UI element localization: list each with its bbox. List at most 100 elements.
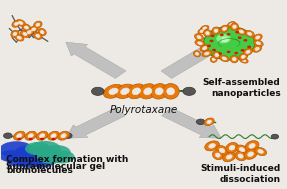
- Ellipse shape: [51, 134, 56, 138]
- Circle shape: [235, 31, 239, 33]
- Ellipse shape: [151, 84, 168, 99]
- Ellipse shape: [206, 32, 209, 35]
- Ellipse shape: [219, 148, 225, 153]
- Ellipse shape: [216, 146, 228, 155]
- Ellipse shape: [197, 36, 201, 39]
- Ellipse shape: [226, 143, 238, 153]
- Ellipse shape: [215, 153, 220, 157]
- Ellipse shape: [203, 27, 207, 29]
- Ellipse shape: [202, 50, 212, 57]
- Circle shape: [212, 49, 216, 51]
- Ellipse shape: [230, 23, 238, 30]
- FancyArrow shape: [161, 42, 221, 78]
- Circle shape: [17, 138, 21, 140]
- Ellipse shape: [29, 26, 38, 33]
- Ellipse shape: [223, 27, 226, 30]
- Ellipse shape: [232, 57, 236, 61]
- Ellipse shape: [242, 59, 246, 62]
- Ellipse shape: [36, 23, 40, 26]
- Ellipse shape: [245, 141, 259, 151]
- Ellipse shape: [255, 47, 259, 50]
- Ellipse shape: [239, 30, 243, 33]
- Ellipse shape: [244, 149, 257, 159]
- Ellipse shape: [40, 30, 44, 34]
- Circle shape: [203, 27, 255, 60]
- Ellipse shape: [121, 88, 129, 94]
- Ellipse shape: [203, 47, 207, 50]
- Ellipse shape: [24, 146, 57, 162]
- Circle shape: [183, 87, 195, 95]
- Ellipse shape: [254, 40, 263, 46]
- Text: Polyrotaxane: Polyrotaxane: [109, 105, 178, 115]
- Ellipse shape: [255, 147, 267, 156]
- Ellipse shape: [34, 32, 42, 40]
- Ellipse shape: [253, 34, 262, 41]
- Ellipse shape: [12, 20, 21, 27]
- Ellipse shape: [245, 30, 254, 37]
- Ellipse shape: [127, 84, 146, 99]
- Ellipse shape: [16, 20, 26, 26]
- Circle shape: [207, 45, 211, 47]
- Ellipse shape: [249, 143, 255, 148]
- Circle shape: [92, 87, 104, 95]
- Circle shape: [211, 35, 215, 37]
- Ellipse shape: [258, 149, 263, 153]
- Ellipse shape: [50, 150, 75, 163]
- Ellipse shape: [229, 145, 235, 150]
- Ellipse shape: [228, 22, 236, 27]
- Ellipse shape: [155, 88, 163, 95]
- Ellipse shape: [239, 148, 245, 152]
- FancyArrow shape: [162, 108, 221, 138]
- Ellipse shape: [61, 134, 66, 138]
- Ellipse shape: [144, 88, 152, 95]
- Ellipse shape: [195, 52, 199, 55]
- Ellipse shape: [6, 155, 29, 167]
- Circle shape: [271, 134, 279, 139]
- Circle shape: [226, 51, 230, 53]
- Ellipse shape: [115, 84, 135, 98]
- Ellipse shape: [14, 22, 18, 25]
- Ellipse shape: [13, 131, 25, 140]
- Ellipse shape: [213, 51, 221, 59]
- Ellipse shape: [201, 25, 209, 31]
- Ellipse shape: [207, 120, 212, 124]
- Ellipse shape: [21, 152, 46, 166]
- Ellipse shape: [205, 141, 219, 151]
- Circle shape: [29, 138, 33, 140]
- Ellipse shape: [215, 53, 219, 57]
- Ellipse shape: [233, 25, 236, 28]
- Ellipse shape: [30, 156, 54, 168]
- Ellipse shape: [38, 29, 46, 36]
- Ellipse shape: [25, 142, 51, 155]
- Ellipse shape: [246, 50, 250, 53]
- Ellipse shape: [23, 33, 27, 36]
- Text: Stimuli-induced
dissociation: Stimuli-induced dissociation: [200, 164, 281, 184]
- Ellipse shape: [20, 31, 30, 37]
- Ellipse shape: [248, 32, 252, 35]
- Ellipse shape: [230, 23, 233, 26]
- Ellipse shape: [32, 28, 36, 31]
- Ellipse shape: [195, 34, 203, 41]
- Ellipse shape: [40, 134, 45, 138]
- Ellipse shape: [36, 131, 48, 140]
- Ellipse shape: [195, 40, 205, 46]
- Circle shape: [63, 133, 72, 139]
- Ellipse shape: [204, 118, 214, 126]
- Ellipse shape: [24, 26, 28, 29]
- Ellipse shape: [48, 131, 59, 140]
- Circle shape: [243, 39, 247, 42]
- Ellipse shape: [223, 152, 236, 162]
- Circle shape: [40, 138, 44, 140]
- Ellipse shape: [241, 55, 245, 58]
- Text: Supramolecular gel: Supramolecular gel: [6, 162, 106, 171]
- Ellipse shape: [13, 146, 45, 161]
- Ellipse shape: [19, 21, 23, 24]
- Ellipse shape: [220, 55, 229, 62]
- Circle shape: [3, 133, 12, 139]
- Ellipse shape: [209, 144, 215, 148]
- Ellipse shape: [230, 55, 238, 63]
- Circle shape: [247, 46, 251, 48]
- Ellipse shape: [28, 134, 33, 138]
- Ellipse shape: [193, 51, 201, 57]
- Ellipse shape: [239, 53, 248, 60]
